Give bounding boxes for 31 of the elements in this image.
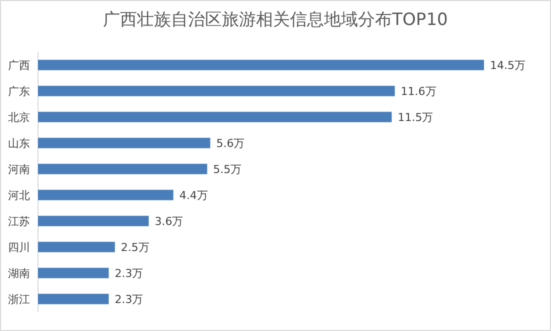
data-label: 11.6万 [400,85,436,98]
data-label: 14.5万 [490,59,526,72]
data-label: 2.5万 [120,241,150,254]
bar [38,216,149,226]
y-tick-label: 浙江 [8,293,30,306]
y-tick-label: 河北 [8,189,30,202]
y-tick-label: 北京 [8,111,30,124]
bar [38,112,392,122]
y-tick-label: 湖南 [8,267,30,280]
data-label: 5.5万 [213,163,242,176]
y-tick-label: 四川 [8,241,30,254]
bar [38,190,174,200]
bar [38,268,109,278]
data-label: 11.5万 [398,111,434,124]
y-tick-label: 山东 [8,137,30,150]
bar [38,60,484,70]
y-tick-label: 江苏 [8,215,30,228]
bar [38,164,208,174]
data-label: 2.3万 [114,267,144,280]
data-label: 2.3万 [114,293,144,306]
bar [38,294,109,304]
y-tick-label: 河南 [8,163,30,176]
data-label: 3.6万 [154,215,184,228]
bar [38,138,210,148]
data-label: 5.6万 [216,137,245,150]
bar [38,86,395,96]
y-tick-label: 广西 [8,59,30,72]
data-label: 4.4万 [179,189,208,202]
y-tick-label: 广东 [8,85,30,98]
bar [38,242,115,252]
chart-title: 广西壮族自治区旅游相关信息地域分布TOP10 [103,10,448,30]
